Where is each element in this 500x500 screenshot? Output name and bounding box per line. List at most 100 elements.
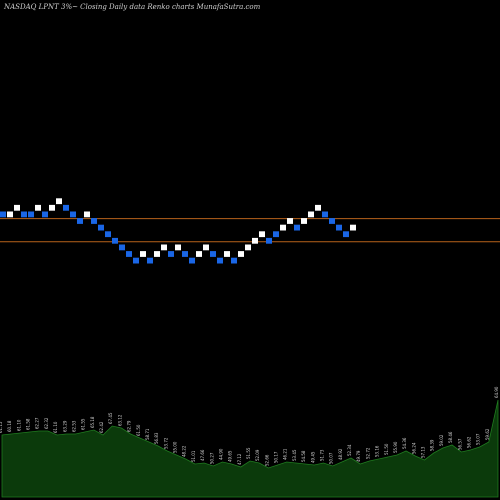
volume-label: 49.45 xyxy=(310,451,315,463)
renko-brick xyxy=(259,231,265,238)
volume-label: 46.21 xyxy=(283,448,288,460)
renko-brick xyxy=(133,257,139,264)
volume-label: 56.24 xyxy=(411,442,416,454)
renko-brick xyxy=(7,211,13,218)
volume-label: 52.09 xyxy=(255,449,260,461)
volume-label: 57.13 xyxy=(421,446,426,458)
renko-brick xyxy=(49,204,55,211)
volume-label: 61.10 xyxy=(53,421,58,433)
renko-brick xyxy=(126,251,132,257)
renko-brick xyxy=(147,257,153,264)
volume-area xyxy=(1,399,499,498)
renko-brick xyxy=(322,211,328,218)
volume-label: 58.39 xyxy=(430,439,435,451)
volume-label: 50.27 xyxy=(209,452,214,464)
renko-brick xyxy=(350,224,356,231)
renko-brick xyxy=(210,251,216,257)
volume-label: 51.01 xyxy=(191,450,196,462)
volume-label: 52.66 xyxy=(264,454,269,466)
renko-brick xyxy=(14,204,20,211)
renko-brick xyxy=(98,224,104,231)
volume-label: 53.45 xyxy=(292,449,297,461)
volume-label: 56.57 xyxy=(457,438,462,450)
volume-label: 55.90 xyxy=(393,441,398,453)
volume-label: 62.53 xyxy=(72,420,77,432)
volume-label: 61.55 xyxy=(81,418,86,430)
renko-brick xyxy=(224,251,230,257)
renko-brick xyxy=(0,211,6,218)
chart-title: NASDAQ LPNT 3%~ Closing Daily data Renko… xyxy=(3,3,261,11)
renko-brick xyxy=(119,244,125,251)
volume-label: 44.90 xyxy=(218,448,223,460)
volume-label: 59.62 xyxy=(485,428,490,440)
volume-label: 62.79 xyxy=(127,420,132,432)
renko-brick xyxy=(91,218,97,224)
renko-brick xyxy=(140,251,146,257)
volume-label: 63.29 xyxy=(62,420,67,432)
volume-label: 48.92 xyxy=(338,448,343,460)
renko-brick xyxy=(63,204,69,211)
renko-brick xyxy=(273,231,279,238)
volume-label: 62.42 xyxy=(99,421,104,433)
volume-label: 53.72 xyxy=(163,437,168,449)
renko-brick xyxy=(238,251,244,257)
volume-label: 51.50 xyxy=(384,443,389,455)
renko-brick xyxy=(315,204,321,211)
volume-label: 58.46 xyxy=(448,431,453,443)
volume-label: 61.58 xyxy=(26,418,31,430)
volume-label: 56.83 xyxy=(154,432,159,444)
renko-brick xyxy=(294,224,300,231)
renko-brick xyxy=(35,204,41,211)
volume-label: 56.62 xyxy=(466,436,471,448)
volume-label: 55.00 xyxy=(173,441,178,453)
volume-label: 50.07 xyxy=(329,452,334,464)
renko-brick xyxy=(266,237,272,244)
volume-label: 65.18 xyxy=(90,416,95,428)
renko-brick xyxy=(168,251,174,257)
volume-label: 51.73 xyxy=(320,449,325,461)
renko-brick xyxy=(203,244,209,251)
renko-brick xyxy=(308,211,314,218)
renko-brick xyxy=(217,257,223,264)
volume-label: 54.58 xyxy=(301,450,306,462)
volume-label: 54.36 xyxy=(402,437,407,449)
renko-brick xyxy=(105,231,111,238)
renko-brick xyxy=(175,244,181,251)
volume-label: 60.18 xyxy=(7,420,12,432)
renko-brick xyxy=(252,237,258,244)
volume-label: 49.65 xyxy=(228,450,233,462)
volume-panel: 61.15 60.18 61.10 61.58 62.27 62.32 61.10 63.29… xyxy=(0,386,499,498)
volume-label: 58.71 xyxy=(145,428,150,440)
renko-brick xyxy=(154,251,160,257)
renko-bricks xyxy=(0,198,356,264)
volume-label: 49.79 xyxy=(356,450,361,462)
renko-brick xyxy=(329,218,335,224)
volume-label: 61.50 xyxy=(136,424,141,436)
renko-brick xyxy=(21,211,27,218)
renko-brick xyxy=(245,244,251,251)
volume-label: 47.66 xyxy=(200,449,205,461)
volume-label: 47.12 xyxy=(237,453,242,465)
renko-brick xyxy=(336,224,342,231)
renko-brick xyxy=(161,244,167,251)
volume-label: 50.17 xyxy=(274,451,279,463)
volume-label: 53.16 xyxy=(375,445,380,457)
renko-brick xyxy=(196,251,202,257)
renko-brick xyxy=(301,218,307,224)
renko-brick xyxy=(42,211,48,218)
volume-label: 67.45 xyxy=(108,412,113,424)
renko-brick xyxy=(56,198,62,205)
volume-label: 62.27 xyxy=(35,417,40,429)
volume-label: 64.90 xyxy=(494,386,499,398)
renko-brick xyxy=(280,224,286,231)
volume-label: 62.32 xyxy=(44,417,49,429)
renko-brick xyxy=(70,211,76,218)
volume-label: 52.34 xyxy=(347,444,352,456)
renko-brick xyxy=(77,218,83,224)
renko-brick xyxy=(189,257,195,264)
volume-label: 48.22 xyxy=(182,445,187,457)
renko-brick xyxy=(112,237,118,244)
renko-brick xyxy=(182,251,188,257)
volume-label: 53.07 xyxy=(476,433,481,445)
renko-brick xyxy=(28,211,34,218)
